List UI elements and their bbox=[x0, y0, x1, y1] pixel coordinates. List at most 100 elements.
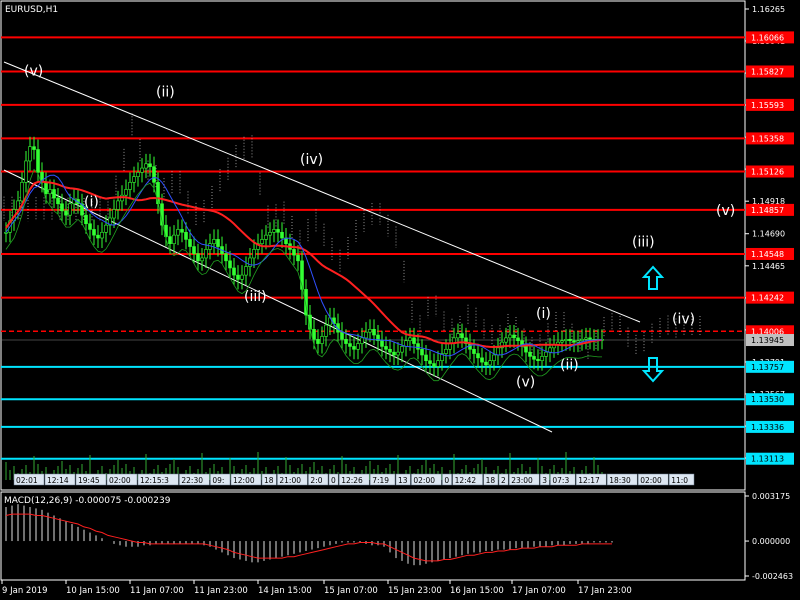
candle-body bbox=[448, 343, 452, 350]
candle-body bbox=[428, 360, 432, 364]
time-tag bbox=[277, 473, 308, 486]
time-labels: 02:01 12:14 19:45 02:00 12:15:3 22:30 09: 12:00… bbox=[13, 473, 695, 486]
candle-body bbox=[204, 249, 208, 259]
candle-body bbox=[296, 254, 300, 262]
time-tag-label: 13 bbox=[398, 476, 408, 485]
candle-body bbox=[372, 329, 376, 336]
wave-label: (ii) bbox=[560, 357, 579, 373]
level-tag bbox=[746, 203, 794, 216]
macd-tick-label: -0.002463 bbox=[752, 572, 793, 581]
level-tag bbox=[746, 291, 794, 304]
candle-body bbox=[188, 239, 192, 247]
candle-body bbox=[360, 337, 364, 344]
candle-body bbox=[492, 354, 496, 361]
time-tag-label: 21:00 bbox=[279, 476, 301, 485]
time-tag-label: 2 bbox=[501, 476, 506, 485]
wave-label: (v) bbox=[716, 203, 735, 219]
candle-body bbox=[96, 234, 100, 239]
time-tag bbox=[328, 473, 339, 486]
indicator-lines bbox=[5, 168, 603, 382]
current-price-tag bbox=[746, 334, 794, 347]
time-tag bbox=[442, 473, 452, 486]
candle-body bbox=[584, 337, 588, 340]
arrow-down-icon bbox=[641, 357, 665, 383]
candle-body bbox=[400, 346, 404, 353]
candle-body bbox=[340, 331, 344, 340]
y-tick-label: 1.14690 bbox=[752, 230, 785, 239]
macd-histogram bbox=[5, 504, 613, 566]
macd-axis: 0.003175 0.000000 -0.002463 bbox=[745, 492, 793, 581]
time-tag bbox=[411, 473, 442, 486]
x-tick-label: 9 Jan 2019 bbox=[2, 586, 48, 596]
level-label: 1.13113 bbox=[751, 455, 784, 464]
time-tag bbox=[261, 473, 277, 486]
y-tick-label: 1.14918 bbox=[752, 197, 785, 206]
level-tag bbox=[746, 393, 794, 406]
wave-label: (iv) bbox=[300, 152, 323, 168]
time-tag-label: 12:17 bbox=[578, 476, 600, 485]
time-tag bbox=[179, 473, 210, 486]
macd-tick-label: 0.003175 bbox=[752, 492, 790, 501]
candle-body bbox=[84, 214, 88, 225]
candle-body bbox=[300, 260, 304, 290]
wave-label: (iii) bbox=[632, 235, 655, 251]
time-tag bbox=[210, 473, 231, 486]
candle-body bbox=[276, 229, 280, 233]
candle-body bbox=[136, 172, 140, 177]
time-tag bbox=[395, 473, 411, 486]
candle-body bbox=[312, 329, 316, 340]
time-tag-label: 2:0 bbox=[310, 476, 322, 485]
time-tag bbox=[539, 473, 550, 486]
time-tag bbox=[230, 473, 262, 486]
candle-body bbox=[192, 246, 196, 254]
macd-panel-frame bbox=[0, 491, 746, 581]
candle-body bbox=[108, 217, 112, 226]
channel-upper bbox=[3, 61, 641, 323]
x-tick-label: 17 Jan 07:00 bbox=[512, 586, 566, 596]
candle-body bbox=[320, 336, 324, 344]
candle-body bbox=[144, 163, 148, 169]
candle-body bbox=[16, 200, 20, 210]
candle-body bbox=[480, 357, 484, 363]
ma-blue-line bbox=[5, 174, 602, 357]
candle-body bbox=[100, 231, 104, 239]
level-tag bbox=[746, 65, 794, 78]
level-label: 1.13336 bbox=[751, 423, 784, 432]
time-tag bbox=[75, 473, 107, 486]
time-tag-label: 11:0 bbox=[671, 476, 688, 485]
time-tag bbox=[606, 473, 638, 486]
time-tag-label: 02:01 bbox=[16, 476, 38, 485]
channel-lower bbox=[3, 169, 553, 433]
y-tick-label: 1.14465 bbox=[752, 262, 785, 271]
candle-body bbox=[228, 260, 232, 269]
symbol-label: EURUSD,H1 bbox=[5, 5, 58, 15]
time-tag-label: 12:15:3 bbox=[140, 476, 169, 485]
candle-body bbox=[484, 361, 488, 366]
time-tag-label: 18:30 bbox=[609, 476, 631, 485]
candle-body bbox=[304, 289, 308, 316]
time-tag bbox=[668, 473, 695, 486]
candle-body bbox=[324, 324, 328, 337]
candle-body bbox=[508, 334, 512, 339]
x-tick-label: 11 Jan 23:00 bbox=[194, 586, 248, 596]
time-tag bbox=[498, 473, 509, 486]
candle-body bbox=[104, 224, 108, 233]
candle-body bbox=[412, 337, 416, 344]
candle-body bbox=[148, 163, 152, 167]
time-tag-label: 02:00 bbox=[109, 476, 131, 485]
candle-body bbox=[496, 347, 500, 356]
macd-tick-label: 0.000000 bbox=[752, 537, 790, 546]
candle-body bbox=[548, 347, 552, 353]
level-tag bbox=[746, 360, 794, 373]
candle-body bbox=[244, 266, 248, 276]
candle-body bbox=[380, 340, 384, 347]
level-labels: 1.16066 1.15827 1.15593 1.15358 1.15126 1.148… bbox=[746, 31, 794, 465]
level-label: 1.15126 bbox=[751, 168, 784, 177]
time-tag bbox=[13, 473, 45, 486]
candle-body bbox=[280, 231, 284, 239]
level-label: 1.14857 bbox=[751, 206, 784, 215]
time-tag-label: 02:00 bbox=[640, 476, 662, 485]
candle-body bbox=[544, 351, 548, 357]
candle-body bbox=[420, 348, 424, 356]
